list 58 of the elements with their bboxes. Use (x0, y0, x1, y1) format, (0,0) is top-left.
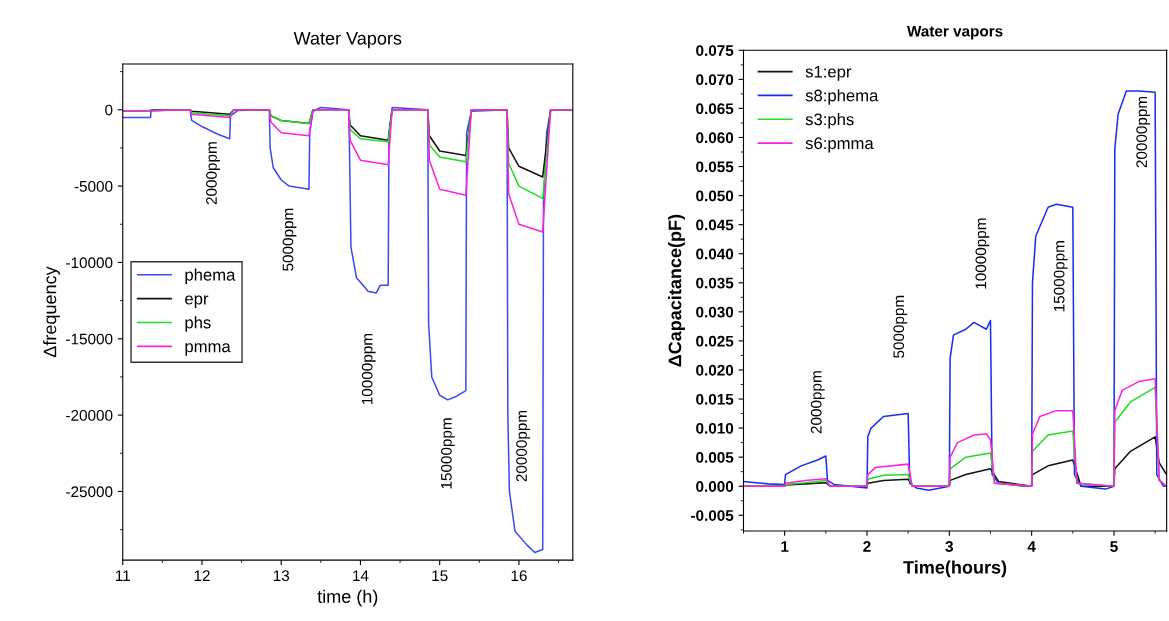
y-tick-label: 0 (105, 104, 113, 116)
annotation: 2000ppm (810, 371, 825, 434)
x-tick-label: 14 (353, 570, 369, 581)
legend-label: epr (185, 295, 209, 308)
y-tick-label: 0.045 (696, 219, 734, 231)
y-tick-label: -5000 (74, 180, 113, 192)
x-axis-title: Time(hours) (903, 560, 1007, 578)
y-tick-label: 0.035 (696, 277, 734, 289)
y-tick-label: 0.010 (696, 422, 734, 434)
x-tick-label: 3 (945, 541, 954, 552)
annotation: 10000ppm (361, 334, 376, 405)
y-tick-label: 0.055 (696, 161, 734, 173)
y-tick-label: 0.020 (696, 364, 734, 376)
y-tick-label: -15000 (66, 333, 113, 345)
annotation: 20000ppm (516, 410, 530, 482)
annotation: 15000ppm (440, 418, 455, 489)
legend-label: phs (185, 316, 211, 332)
y-tick-label: -0.005 (691, 510, 734, 521)
y-tick-label: -20000 (66, 409, 113, 421)
annotation: 10000ppm (975, 218, 990, 289)
y-tick-label: 0.075 (696, 45, 734, 56)
y-tick-label: 0.005 (696, 452, 734, 463)
y-tick-label: 0.030 (696, 306, 734, 318)
x-tick-label: 4 (1027, 541, 1036, 552)
x-tick-label: 2 (863, 541, 871, 552)
annotation: 20000ppm (1136, 96, 1151, 168)
legend-label: s3:phs (805, 113, 854, 129)
x-tick-label: 1 (781, 541, 789, 552)
legend-label: pmma (185, 343, 231, 356)
annotation: 15000ppm (1053, 241, 1068, 312)
chart-title: Water Vapors (293, 32, 402, 49)
x-tick-label: 16 (511, 570, 527, 582)
y-tick-label: 0.040 (696, 248, 734, 260)
y-tick-label: 0.025 (696, 335, 734, 347)
annotation: 2000ppm (206, 142, 220, 205)
y-tick-label: 0.070 (696, 74, 734, 86)
x-tick-label: 12 (194, 570, 210, 581)
y-tick-label: 0.050 (696, 190, 734, 202)
y-tick-label: -10000 (66, 257, 113, 269)
y-tick-label: -25000 (66, 486, 113, 498)
legend-label: s6:pmma (805, 137, 874, 153)
x-tick-label: 11 (115, 570, 130, 581)
y-tick-label: 0.000 (696, 481, 734, 492)
y-axis-title: ΔCapacitance(pF) (668, 214, 685, 367)
chart-title: Water vapors (906, 25, 1003, 40)
y-tick-label: 0.015 (696, 393, 734, 405)
x-axis-title: time (h) (317, 589, 378, 607)
annotation: 5000ppm (893, 295, 908, 358)
legend-label: s8:phema (805, 89, 879, 105)
x-tick-label: 5 (1110, 541, 1118, 552)
annotation: 5000ppm (282, 208, 297, 271)
legend-label: phema (185, 268, 236, 285)
x-tick-label: 13 (273, 570, 290, 582)
y-tick-label: 0.065 (696, 103, 734, 115)
y-tick-label: 0.060 (696, 132, 734, 144)
y-axis-title: Δfrequency (43, 266, 60, 358)
x-tick-label: 15 (432, 570, 448, 582)
legend-label: s1:epr (805, 65, 852, 81)
